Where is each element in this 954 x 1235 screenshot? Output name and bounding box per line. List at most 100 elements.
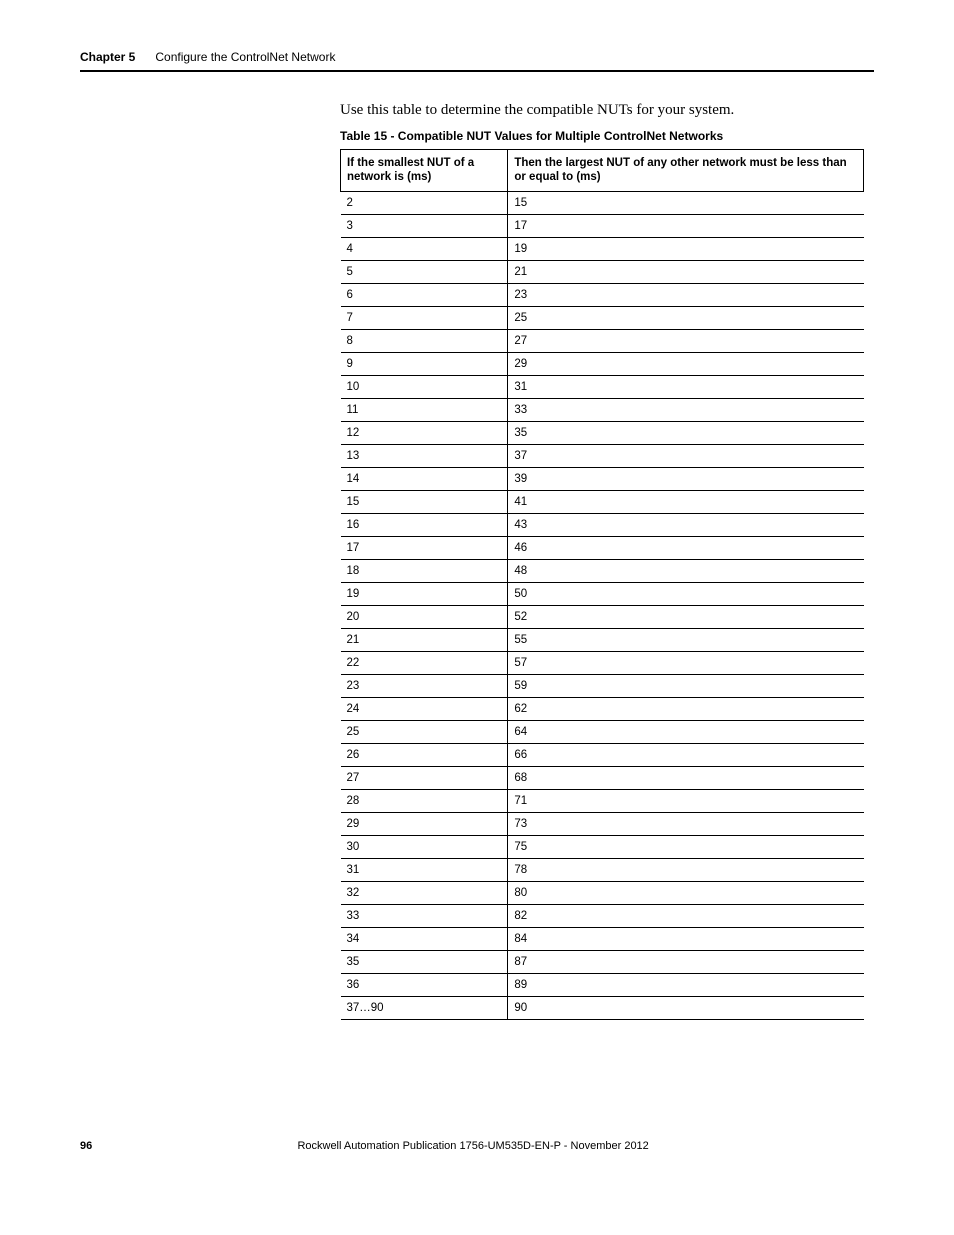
page-footer: 96 Rockwell Automation Publication 1756-… bbox=[80, 1140, 874, 1152]
table-row: 2973 bbox=[341, 812, 864, 835]
table-cell-largest-nut: 90 bbox=[508, 996, 864, 1019]
table-row: 1848 bbox=[341, 559, 864, 582]
table-cell-smallest-nut: 9 bbox=[341, 352, 508, 375]
table-row: 3075 bbox=[341, 835, 864, 858]
table-row: 3382 bbox=[341, 904, 864, 927]
table-row: 2666 bbox=[341, 743, 864, 766]
table-row: 2257 bbox=[341, 651, 864, 674]
table-row: 725 bbox=[341, 306, 864, 329]
table-caption: Table 15 - Compatible NUT Values for Mul… bbox=[340, 129, 864, 143]
table-cell-smallest-nut: 11 bbox=[341, 398, 508, 421]
table-row: 2462 bbox=[341, 697, 864, 720]
nut-table: If the smallest NUT of a network is (ms)… bbox=[340, 149, 864, 1020]
table-cell-largest-nut: 43 bbox=[508, 513, 864, 536]
table-row: 3484 bbox=[341, 927, 864, 950]
table-cell-largest-nut: 21 bbox=[508, 260, 864, 283]
table-cell-largest-nut: 59 bbox=[508, 674, 864, 697]
table-row: 2359 bbox=[341, 674, 864, 697]
chapter-title: Configure the ControlNet Network bbox=[155, 50, 335, 64]
table-cell-smallest-nut: 32 bbox=[341, 881, 508, 904]
table-row: 1643 bbox=[341, 513, 864, 536]
table-cell-smallest-nut: 16 bbox=[341, 513, 508, 536]
table-cell-smallest-nut: 24 bbox=[341, 697, 508, 720]
table-cell-smallest-nut: 29 bbox=[341, 812, 508, 835]
table-cell-largest-nut: 78 bbox=[508, 858, 864, 881]
table-cell-largest-nut: 52 bbox=[508, 605, 864, 628]
table-row: 1133 bbox=[341, 398, 864, 421]
table-cell-largest-nut: 75 bbox=[508, 835, 864, 858]
table-row: 215 bbox=[341, 191, 864, 214]
table-cell-smallest-nut: 30 bbox=[341, 835, 508, 858]
table-cell-largest-nut: 80 bbox=[508, 881, 864, 904]
table-cell-largest-nut: 46 bbox=[508, 536, 864, 559]
table-col2-header: Then the largest NUT of any other networ… bbox=[508, 150, 864, 192]
table-cell-smallest-nut: 27 bbox=[341, 766, 508, 789]
intro-text: Use this table to determine the compatib… bbox=[340, 102, 864, 119]
table-cell-largest-nut: 31 bbox=[508, 375, 864, 398]
table-cell-smallest-nut: 5 bbox=[341, 260, 508, 283]
table-cell-smallest-nut: 28 bbox=[341, 789, 508, 812]
table-row: 2052 bbox=[341, 605, 864, 628]
table-cell-largest-nut: 82 bbox=[508, 904, 864, 927]
chapter-label: Chapter 5 bbox=[80, 50, 135, 64]
table-cell-smallest-nut: 33 bbox=[341, 904, 508, 927]
table-cell-largest-nut: 29 bbox=[508, 352, 864, 375]
table-row: 1950 bbox=[341, 582, 864, 605]
table-row: 317 bbox=[341, 214, 864, 237]
table-cell-smallest-nut: 6 bbox=[341, 283, 508, 306]
table-cell-largest-nut: 55 bbox=[508, 628, 864, 651]
page-header: Chapter 5 Configure the ControlNet Netwo… bbox=[80, 50, 874, 72]
table-cell-largest-nut: 87 bbox=[508, 950, 864, 973]
table-cell-largest-nut: 50 bbox=[508, 582, 864, 605]
table-row: 2768 bbox=[341, 766, 864, 789]
table-cell-smallest-nut: 8 bbox=[341, 329, 508, 352]
table-cell-largest-nut: 71 bbox=[508, 789, 864, 812]
table-row: 2155 bbox=[341, 628, 864, 651]
table-cell-largest-nut: 15 bbox=[508, 191, 864, 214]
publication-line: Rockwell Automation Publication 1756-UM5… bbox=[92, 1140, 854, 1152]
table-cell-largest-nut: 48 bbox=[508, 559, 864, 582]
table-cell-smallest-nut: 31 bbox=[341, 858, 508, 881]
table-cell-smallest-nut: 15 bbox=[341, 490, 508, 513]
table-cell-smallest-nut: 12 bbox=[341, 421, 508, 444]
table-cell-smallest-nut: 26 bbox=[341, 743, 508, 766]
table-row: 521 bbox=[341, 260, 864, 283]
table-row: 2871 bbox=[341, 789, 864, 812]
table-cell-smallest-nut: 4 bbox=[341, 237, 508, 260]
table-cell-largest-nut: 33 bbox=[508, 398, 864, 421]
table-cell-smallest-nut: 21 bbox=[341, 628, 508, 651]
table-row: 3178 bbox=[341, 858, 864, 881]
table-cell-smallest-nut: 10 bbox=[341, 375, 508, 398]
table-cell-smallest-nut: 3 bbox=[341, 214, 508, 237]
table-cell-largest-nut: 62 bbox=[508, 697, 864, 720]
table-cell-largest-nut: 37 bbox=[508, 444, 864, 467]
table-cell-smallest-nut: 35 bbox=[341, 950, 508, 973]
table-cell-largest-nut: 57 bbox=[508, 651, 864, 674]
table-cell-largest-nut: 68 bbox=[508, 766, 864, 789]
table-cell-largest-nut: 25 bbox=[508, 306, 864, 329]
table-cell-smallest-nut: 13 bbox=[341, 444, 508, 467]
table-row: 1746 bbox=[341, 536, 864, 559]
table-row: 3587 bbox=[341, 950, 864, 973]
page-number: 96 bbox=[80, 1140, 92, 1152]
table-row: 37…9090 bbox=[341, 996, 864, 1019]
table-row: 929 bbox=[341, 352, 864, 375]
table-row: 1031 bbox=[341, 375, 864, 398]
table-row: 1337 bbox=[341, 444, 864, 467]
table-row: 3689 bbox=[341, 973, 864, 996]
table-cell-largest-nut: 89 bbox=[508, 973, 864, 996]
table-cell-smallest-nut: 22 bbox=[341, 651, 508, 674]
table-cell-smallest-nut: 36 bbox=[341, 973, 508, 996]
table-row: 827 bbox=[341, 329, 864, 352]
table-col1-header: If the smallest NUT of a network is (ms) bbox=[341, 150, 508, 192]
table-cell-smallest-nut: 18 bbox=[341, 559, 508, 582]
table-cell-largest-nut: 27 bbox=[508, 329, 864, 352]
table-cell-largest-nut: 39 bbox=[508, 467, 864, 490]
table-row: 623 bbox=[341, 283, 864, 306]
table-cell-smallest-nut: 2 bbox=[341, 191, 508, 214]
table-row: 3280 bbox=[341, 881, 864, 904]
table-cell-largest-nut: 73 bbox=[508, 812, 864, 835]
table-cell-smallest-nut: 25 bbox=[341, 720, 508, 743]
table-cell-smallest-nut: 23 bbox=[341, 674, 508, 697]
table-cell-largest-nut: 19 bbox=[508, 237, 864, 260]
